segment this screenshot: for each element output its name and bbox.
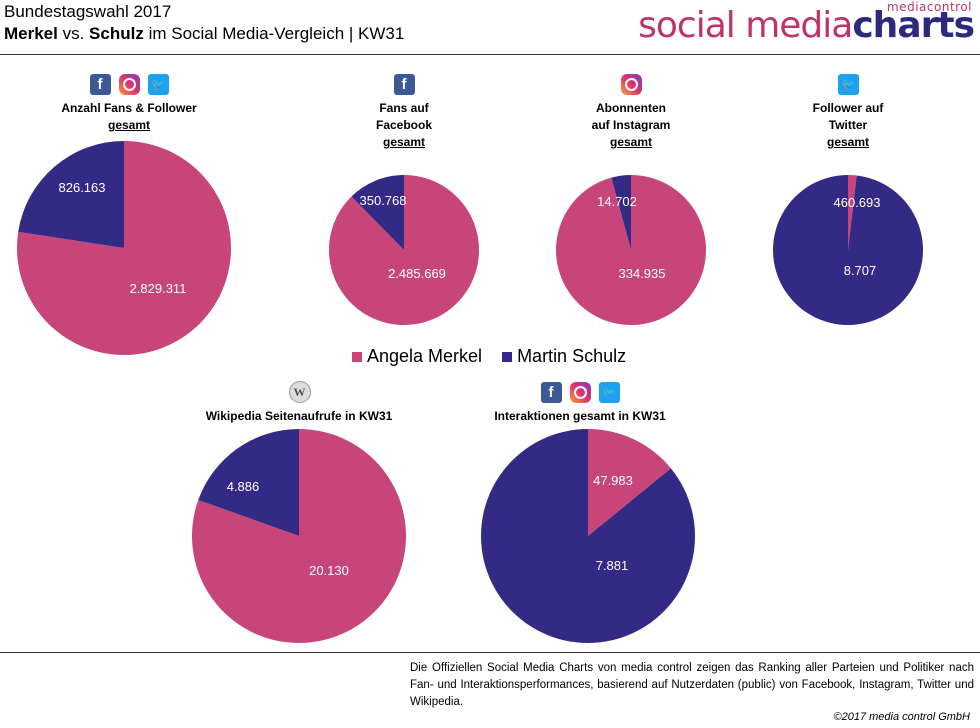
twitter-icon: 🐦: [837, 74, 859, 95]
brand-main: social mediacharts: [638, 5, 975, 46]
legend: Angela Merkel Martin Schulz: [352, 346, 626, 367]
chart-4-slice-merkel: [191, 429, 406, 643]
brand-word1: social media: [638, 5, 853, 46]
subtitle-rest: im Social Media-Vergleich | KW31: [143, 24, 405, 43]
chart-5-title-line-0: Interaktionen gesamt in KW31: [494, 409, 666, 423]
chart-4-title-line-0: Wikipedia Seitenaufrufe in KW31: [205, 409, 393, 423]
facebook-icon: f: [540, 382, 562, 403]
chart-2-label-schulz: 14.702: [597, 194, 637, 209]
chart-2-icons: [620, 74, 642, 95]
footer-text: Die Offiziellen Social Media Charts von …: [410, 662, 974, 708]
chart-5-slice-schulz: [481, 429, 695, 643]
brand-logo: mediacontrol social mediacharts: [604, 0, 975, 46]
chart-1-label-merkel: 2.485.669: [388, 266, 446, 281]
chart-3-title: Follower auf Twitter gesamt: [778, 100, 918, 151]
chart-3-slice-merkel: [848, 175, 857, 250]
chart-1-slice-merkel: [328, 175, 479, 325]
chart-5-icons: f 🐦: [540, 382, 620, 403]
brand-top: mediacontrol: [887, 0, 972, 14]
chart-0-slice-merkel: [16, 141, 231, 355]
facebook-icon: f: [393, 74, 415, 95]
chart-0-title-line-0: Anzahl Fans & Follower: [61, 101, 197, 115]
chart-0-title: Anzahl Fans & Follower gesamt: [29, 100, 229, 134]
legend-label-merkel: Angela Merkel: [367, 346, 483, 366]
chart-3-label-merkel: 8.707: [844, 263, 877, 278]
chart-0-label-merkel: 2.829.311: [130, 281, 187, 296]
chart-2-slice-schulz: [611, 175, 631, 250]
instagram-icon: [569, 382, 591, 403]
subtitle-schulz: Schulz: [89, 24, 144, 43]
legend-item-merkel: Angela Merkel: [352, 346, 482, 367]
chart-0-label-schulz: 826.163: [59, 180, 106, 195]
legend-item-schulz: Martin Schulz: [502, 346, 626, 367]
legend-swatch-merkel: [352, 351, 362, 362]
chart-5-title: Interaktionen gesamt in KW31: [440, 408, 720, 425]
brand-word2: charts: [852, 5, 975, 46]
chart-3-label-schulz: 460.693: [834, 195, 881, 210]
subtitle-vs: vs.: [57, 24, 90, 43]
chart-2-label-merkel: 334.935: [619, 266, 666, 281]
chart-1-title-line-1: Facebook: [375, 118, 432, 132]
legend-label-schulz: Martin Schulz: [517, 346, 627, 366]
facebook-icon: f: [89, 74, 111, 95]
chart-4-title: Wikipedia Seitenaufrufe in KW31: [159, 408, 439, 425]
chart-1-title-line-0: Fans auf: [379, 101, 429, 115]
chart-5-slice-merkel: [588, 429, 671, 536]
instagram-icon: [620, 74, 642, 95]
chart-5-label-schulz: 47.983: [593, 473, 633, 488]
chart-5-label-merkel: 7.881: [596, 558, 629, 573]
copyright: ©2017 media control GmbH: [833, 711, 970, 723]
chart-2-title-line-1: auf Instagram: [591, 118, 671, 132]
chart-4-slice-schulz: [198, 429, 299, 536]
header-title: Bundestagswahl 2017: [4, 2, 172, 21]
chart-2-title-line-0: Abonnenten: [596, 101, 666, 115]
chart-0-title-underline: gesamt: [107, 118, 151, 132]
footer-divider: [0, 652, 980, 653]
chart-4-icons: W: [288, 381, 311, 403]
chart-1-label-schulz: 350.768: [360, 193, 407, 208]
chart-3-slice-schulz: [773, 175, 923, 325]
twitter-icon: 🐦: [147, 74, 169, 95]
instagram-icon: [118, 74, 140, 95]
twitter-icon: 🐦: [598, 382, 620, 403]
chart-3-icons: 🐦: [837, 74, 859, 95]
chart-0-icons: f 🐦: [89, 74, 169, 95]
chart-1-slice-schulz: [351, 175, 404, 250]
chart-4-pie: 20.130 4.886: [191, 429, 406, 643]
chart-2-title-underline: gesamt: [609, 135, 653, 149]
chart-1-title-underline: gesamt: [382, 135, 426, 149]
chart-1-title: Fans auf Facebook gesamt: [334, 100, 474, 151]
chart-4-label-merkel: 20.130: [309, 563, 349, 578]
chart-3-pie: 8.707 460.693: [773, 175, 923, 325]
chart-3-title-underline: gesamt: [826, 135, 870, 149]
header-subtitle: Merkel vs. Schulz im Social Media-Vergle…: [4, 24, 404, 44]
chart-2-pie: 334.935 14.702: [556, 175, 706, 325]
chart-0-slice-schulz: [18, 141, 125, 248]
chart-0-pie: 2.829.311 826.163: [16, 141, 231, 355]
chart-3-title-line-1: Twitter: [828, 118, 868, 132]
chart-5-pie: 7.881 47.983: [481, 429, 695, 643]
wikipedia-icon: W: [288, 381, 311, 403]
header-divider: [0, 54, 980, 55]
chart-1-icons: f: [393, 74, 415, 95]
legend-swatch-schulz: [502, 351, 513, 362]
chart-2-title: Abonnenten auf Instagram gesamt: [561, 100, 701, 151]
chart-3-title-line-0: Follower auf: [812, 101, 884, 115]
chart-4-label-schulz: 4.886: [227, 479, 260, 494]
subtitle-merkel: Merkel: [4, 24, 58, 43]
chart-1-pie: 2.485.669 350.768: [328, 175, 479, 325]
